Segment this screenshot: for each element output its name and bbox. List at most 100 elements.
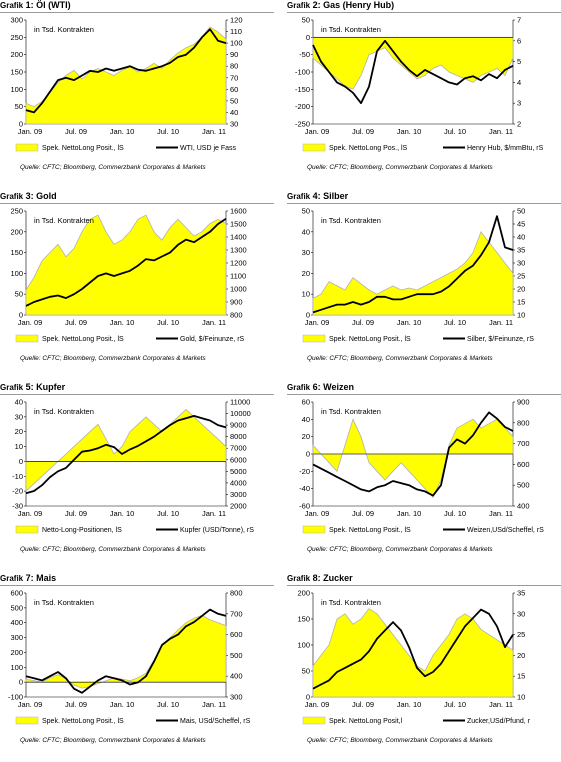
left-tick-label: 0 [306,311,310,320]
chart-svg: -100 0 100 200 300 400 500 600 300 400 500 600 700 80… [8,589,251,726]
x-tick-label: Jul. 09 [65,700,87,709]
chart-annotation: in Tsd. Kontrakten [34,25,94,34]
chart-annotation: in Tsd. Kontrakten [321,25,381,34]
right-tick-label: 3 [517,99,521,108]
chart-annotation: in Tsd. Kontrakten [34,598,94,607]
chart-title: Grafik 5: Kupfer [0,382,274,395]
right-tick-label: 50 [517,207,525,216]
legend-area-swatch [15,334,39,343]
x-tick-label: Jul. 09 [65,509,87,518]
price-line [25,608,227,694]
price-line [312,215,514,314]
right-tick-label: 110 [230,27,242,36]
left-tick-label: 150 [10,248,23,257]
price-line [25,218,227,307]
x-tick-label: Jan. 10 [110,127,135,136]
right-tick-label: 800 [230,311,243,320]
right-tick-label: 1500 [230,220,247,229]
right-tick-label: 2000 [230,502,247,511]
left-tick-label: 100 [297,641,310,650]
x-tick-label: Jul. 10 [157,127,179,136]
x-tick-label: Jan. 09 [305,127,330,136]
left-tick-label: 200 [10,648,23,657]
left-tick-label: 50 [302,667,310,676]
x-tick-label: Jan. 09 [18,700,43,709]
left-tick-label: 10 [302,290,310,299]
legend-area-label: Spek. NettoLong Posit., lS [329,527,411,534]
chart-annotation: in Tsd. Kontrakten [34,216,94,225]
left-tick-label: 40 [302,415,310,424]
right-tick-label: 1600 [230,207,247,216]
chart-svg: 0 10 20 30 40 50 10 15 20 25 30 35 40 45 50 Jan. 09 Jul.… [302,207,535,344]
left-tick-label: 300 [10,16,23,25]
left-tick-label: 600 [10,589,23,598]
price-line [25,28,227,114]
x-tick-label: Jan. 10 [397,700,422,709]
left-tick-label: 10 [15,442,23,451]
left-tick-label: 150 [297,615,310,624]
left-tick-label: 0 [19,678,23,687]
left-tick-label: 100 [10,85,23,94]
left-tick-label: 40 [302,227,310,236]
left-tick-label: 200 [10,50,23,59]
chart-title: Grafik 6: Weizen [287,382,561,395]
left-tick-label: -40 [299,484,310,493]
left-tick-label: 250 [10,33,23,42]
left-tick-label: 50 [302,16,310,25]
legend-line-label: Silber, $/Feinunze, rS [467,336,534,343]
chart-svg: -60 -40 -20 0 20 40 60 400 500 600 700 800 900 Jan. 0… [299,398,544,535]
left-tick-label: 30 [302,248,310,257]
x-tick-label: Jan. 11 [489,509,513,518]
x-tick-label: Jan. 11 [202,700,226,709]
x-tick-label: Jul. 10 [444,127,466,136]
left-tick-label: 50 [15,290,23,299]
x-tick-label: Jan. 11 [202,127,226,136]
x-tick-label: Jan. 10 [397,127,422,136]
left-tick-label: -250 [295,120,310,129]
left-tick-label: 300 [10,633,23,642]
right-tick-label: 600 [517,460,530,469]
x-tick-label: Jul. 09 [352,700,374,709]
right-tick-label: 30 [230,120,238,129]
net-position-area [312,230,514,316]
x-tick-label: Jan. 11 [202,509,226,518]
chart-title: Grafik 7: Mais [0,573,274,586]
chart-svg: -250 -200 -150 -100 -50 0 50 2 3 4 5 6 7 Jan. 09 Jul. … [295,16,544,153]
chart-title: Grafik 4: Silber [287,191,561,204]
right-tick-label: 1200 [230,259,247,268]
legend-area-label: Spek. NettoLong Pos., lS [329,145,408,152]
left-tick-label: -150 [295,85,310,94]
right-tick-label: 2 [517,120,521,129]
legend-area-label: Spek. NettoLong Posit., lS [42,336,124,343]
x-tick-label: Jul. 10 [444,318,466,327]
left-tick-label: -10 [12,472,23,481]
legend-line-label: Mais, USd/Scheffel, rS [180,718,251,725]
right-tick-label: 25 [517,272,525,281]
right-tick-label: 900 [517,398,530,407]
right-tick-label: 1400 [230,233,247,242]
left-tick-label: 500 [10,603,23,612]
left-tick-label: 0 [306,693,310,702]
chart-source: Quelle: CFTC; Bloomberg, Commerzbank Cor… [20,546,206,553]
legend-line-label: Henry Hub, $/mmBtu, rS [467,145,544,152]
net-position-area [25,408,227,493]
left-tick-label: 50 [15,102,23,111]
x-tick-label: Jan. 10 [397,318,422,327]
left-tick-label: -100 [295,68,310,77]
chart-panel-6: Grafik 6: Weizen -60 -40 -20 0 20 40 60 400 500 6… [287,382,561,566]
chart-panel-2: Grafik 2: Gas (Henry Hub) -250 -200 -150 -1… [287,0,561,184]
chart-annotation: in Tsd. Kontrakten [34,407,94,416]
right-tick-label: 1100 [230,272,246,281]
chart-annotation: in Tsd. Kontrakten [321,407,381,416]
legend-area-label: Spek. NettoLong Posit., lS [329,336,411,343]
left-tick-label: 0 [19,457,23,466]
left-tick-label: 0 [306,33,310,42]
right-tick-label: 7 [517,16,521,25]
left-tick-label: 100 [10,663,23,672]
chart-source: Quelle: CFTC; Bloomberg, Commerzbank Cor… [20,737,206,744]
right-tick-label: 60 [230,85,238,94]
chart-source: Quelle: CFTC; Bloomberg, Commerzbank Cor… [20,355,206,362]
legend-area-swatch [302,143,326,152]
left-tick-label: -30 [12,502,23,511]
chart-source: Quelle: CFTC; Bloomberg, Commerzbank Cor… [307,355,493,362]
